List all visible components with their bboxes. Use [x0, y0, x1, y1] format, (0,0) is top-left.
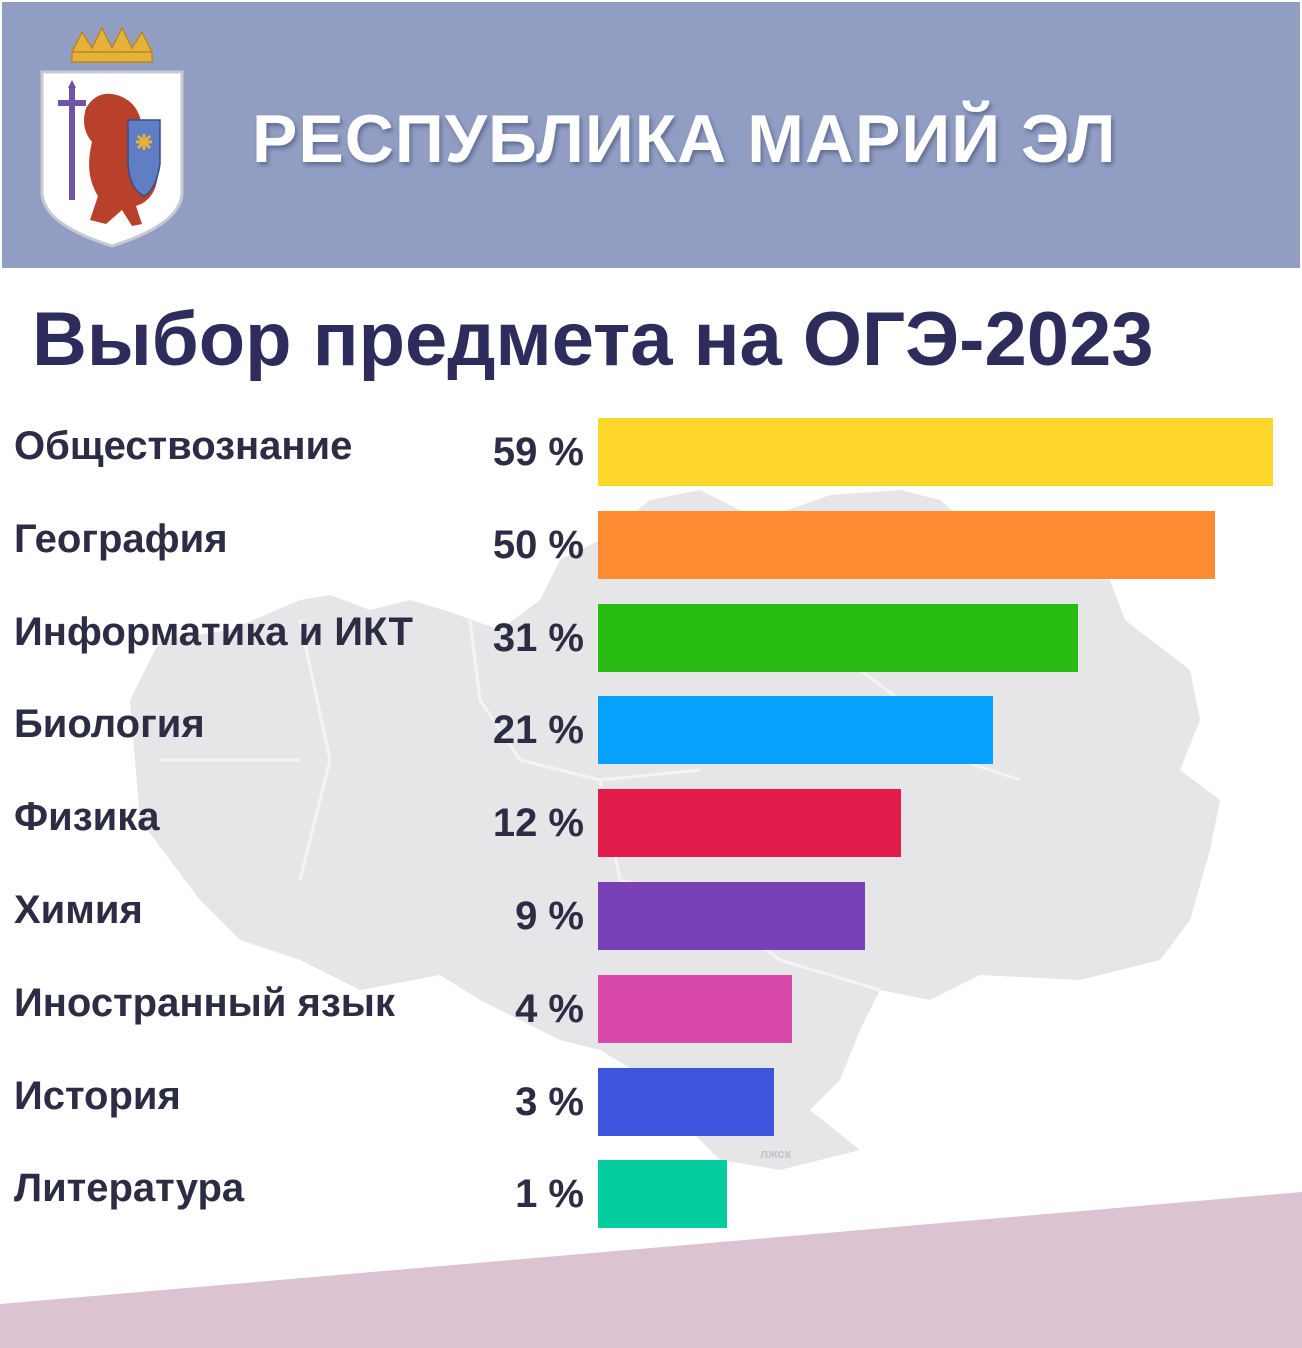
bar: [598, 882, 865, 950]
header-banner: РЕСПУБЛИКА МАРИЙ ЭЛ: [2, 2, 1300, 268]
bar: [598, 1067, 774, 1136]
bar: [598, 510, 1216, 579]
category-label: Информатика и ИКТ: [14, 609, 413, 654]
value-label: 3 %: [515, 1079, 584, 1124]
category-label: Иностранный язык: [14, 980, 395, 1025]
category-label: История: [14, 1073, 181, 1118]
category-label: Химия: [14, 888, 143, 932]
category-label: Физика: [14, 795, 160, 840]
category-label: Литература: [14, 1166, 245, 1211]
value-label: 9 %: [515, 894, 584, 938]
bar: [598, 696, 993, 765]
coat-of-arms-icon: [40, 26, 184, 248]
bar: [598, 789, 901, 858]
bar: [598, 418, 1273, 486]
svg-text:лжск: лжск: [760, 1146, 792, 1161]
value-label: 31 %: [492, 615, 584, 660]
category-label: География: [14, 516, 228, 561]
page-title: Выбор предмета на ОГЭ-2023: [32, 297, 1154, 382]
value-label: 59 %: [492, 430, 584, 474]
value-label: 1 %: [515, 1172, 584, 1217]
category-label: Биология: [14, 702, 205, 747]
bar: [598, 603, 1078, 672]
bar: [598, 974, 792, 1043]
value-label: 12 %: [492, 801, 584, 846]
value-label: 21 %: [492, 708, 584, 753]
bar: [598, 1160, 728, 1229]
category-label: Обществознание: [14, 424, 353, 468]
value-label: 50 %: [492, 522, 584, 567]
value-label: 4 %: [515, 986, 584, 1031]
header-title: РЕСПУБЛИКА МАРИЙ ЭЛ: [252, 101, 1117, 177]
